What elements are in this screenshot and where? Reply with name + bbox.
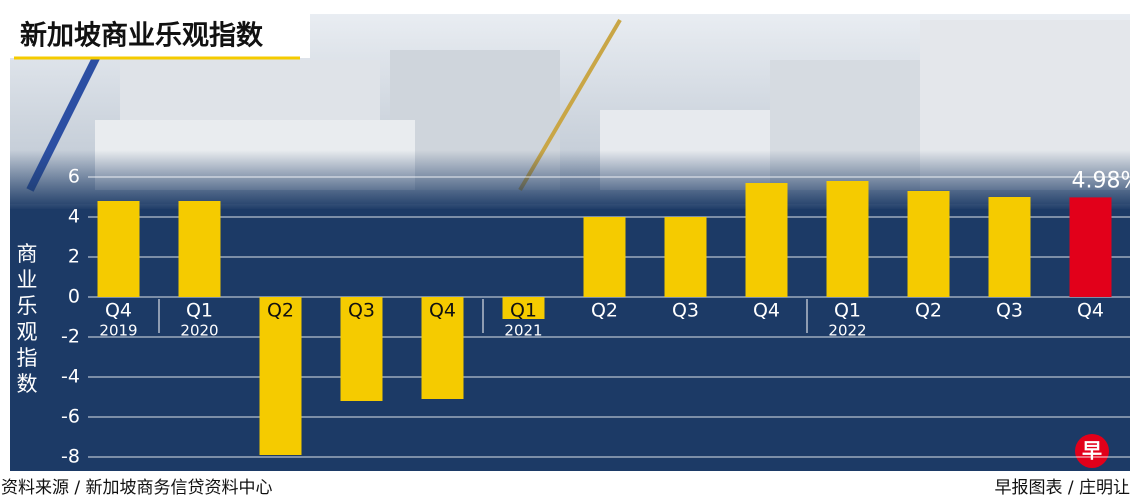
bar: [502, 297, 545, 319]
y-tick-label: 2: [68, 246, 80, 268]
x-tick-label: Q4: [1077, 300, 1104, 322]
x-tick-label: Q1: [186, 300, 213, 322]
x-tick-label: Q1: [834, 300, 861, 322]
value-label: 4.98%: [1072, 168, 1140, 193]
bar: [907, 191, 950, 297]
logo-badge: [1075, 434, 1109, 468]
x-tick-label: Q1: [510, 300, 537, 322]
bar: [583, 217, 626, 297]
bar: [745, 183, 788, 297]
source: 资料来源 / 新加坡商务信贷资料中心: [1, 478, 273, 498]
fade: [10, 150, 1130, 210]
y-tick-label: -6: [61, 406, 80, 428]
year-label: 2020: [180, 322, 218, 340]
bar: [826, 181, 869, 297]
y-tick-label: 0: [68, 286, 80, 308]
credit: 早报图表 / 庄明让: [994, 478, 1130, 498]
bar: [421, 297, 464, 399]
x-tick-label: Q2: [267, 300, 294, 322]
y-tick-label: -8: [61, 446, 80, 468]
y-tick-label: 4: [68, 206, 80, 228]
year-label: 2019: [99, 322, 137, 340]
x-tick-label: Q3: [996, 300, 1023, 322]
bar: [664, 217, 707, 297]
bar: [97, 201, 140, 297]
bar: [1069, 197, 1112, 297]
y-tick-label: 6: [68, 166, 80, 188]
logo: 早: [1082, 439, 1102, 463]
year-label: 2021: [504, 322, 542, 340]
plot-background: [10, 209, 1130, 471]
bar: [340, 297, 383, 401]
year-label: 2022: [828, 322, 866, 340]
x-tick-label: Q3: [672, 300, 699, 322]
x-tick-label: Q4: [429, 300, 456, 322]
x-tick-label: Q4: [753, 300, 780, 322]
x-tick-label: Q4: [105, 300, 132, 322]
y-tick-label: -4: [61, 366, 80, 388]
x-tick-label: Q3: [348, 300, 375, 322]
title-box: [10, 14, 310, 58]
bar: [988, 197, 1031, 297]
bar: [259, 297, 302, 455]
bar: [178, 201, 221, 297]
x-tick-label: Q2: [915, 300, 942, 322]
chart-title: 新加坡商业乐观指数: [20, 20, 264, 52]
y-axis-label: 商业乐观指数: [17, 242, 38, 396]
x-tick-label: Q2: [591, 300, 618, 322]
y-tick-label: -2: [61, 326, 80, 348]
